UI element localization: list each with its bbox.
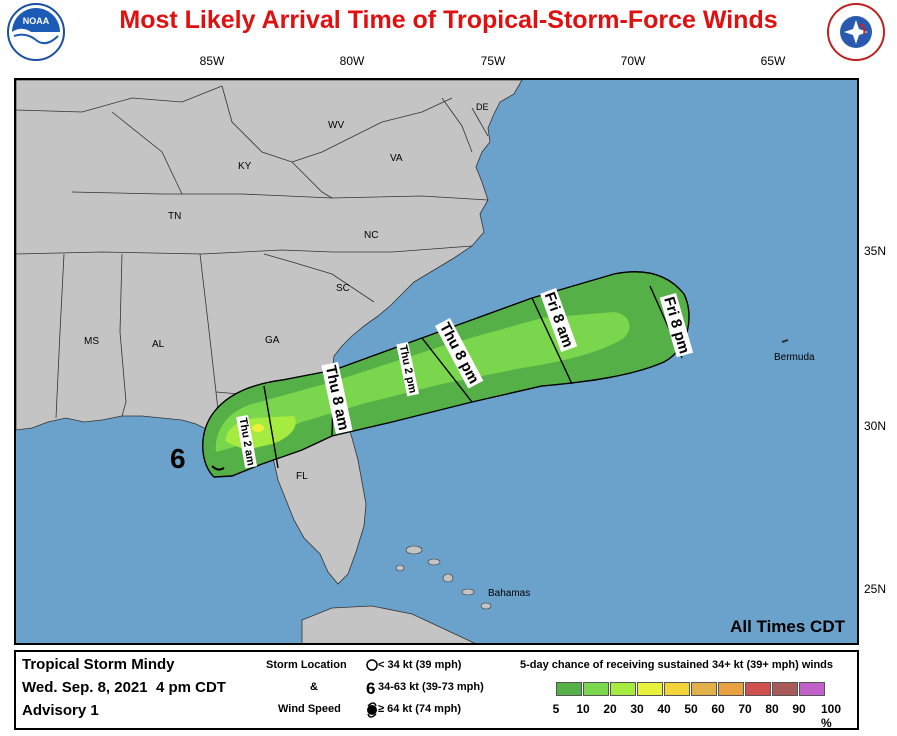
storm-symbol: 6 <box>366 679 375 698</box>
svg-text:NOAA: NOAA <box>23 16 50 26</box>
pct-label-10: 10 <box>576 702 590 716</box>
storm-track-hook <box>211 465 225 471</box>
map-panel: 6 KY WV VA TN NC SC MS AL GA FL DE Bermu… <box>14 78 859 645</box>
state-label-ms: MS <box>84 336 99 347</box>
pct-label-30: 30 <box>630 702 644 716</box>
ampersand-label: & <box>310 681 318 693</box>
pct-label-70: 70 <box>738 702 752 716</box>
swath-10 <box>215 312 630 452</box>
state-label-wv: WV <box>328 120 345 131</box>
legend-panel: Tropical Storm Mindy Wed. Sep. 8, 2021 4… <box>14 650 859 730</box>
lat-label-30n: 30N <box>864 419 887 433</box>
pct-label-40: 40 <box>657 702 671 716</box>
swatch-80-90 <box>772 682 798 696</box>
swatch-50-60 <box>691 682 717 696</box>
wind-speed-label: Wind Speed <box>278 703 341 715</box>
swatch-5-10 <box>556 682 582 696</box>
swatch-30-40 <box>637 682 663 696</box>
storm-symbols-legend: 6 <box>366 659 378 718</box>
legend-entry-storm: 34-63 kt (39-73 mph) <box>378 681 484 693</box>
pct-label-80: 80 <box>765 702 779 716</box>
pct-label-20: 20 <box>603 702 617 716</box>
map-title: Most Likely Arrival Time of Tropical-Sto… <box>119 6 778 34</box>
lat-label-25n: 25N <box>864 582 887 596</box>
place-label-bermuda: Bermuda <box>774 352 815 363</box>
lon-label-65w: 65W <box>760 54 786 68</box>
nws-logo <box>827 3 885 61</box>
bahamas-islands <box>395 545 492 610</box>
tropical-storm-6-symbol: 6 <box>170 443 186 474</box>
pct-label-100: 100 % <box>821 702 842 730</box>
swatch-70-80 <box>745 682 771 696</box>
lon-label-85w: 85W <box>199 54 225 68</box>
state-label-al: AL <box>152 339 165 350</box>
swatch-20-30 <box>610 682 636 696</box>
lon-label-80w: 80W <box>339 54 365 68</box>
swatch-40-50 <box>664 682 690 696</box>
advisory-date: Wed. Sep. 8, 2021 4 pm CDT <box>22 679 226 696</box>
storm-name: Tropical Storm Mindy <box>22 656 175 673</box>
storm-location-label: Storm Location <box>266 659 347 671</box>
chance-title: 5-day chance of receiving sustained 34+ … <box>520 659 833 671</box>
pct-label-60: 60 <box>711 702 725 716</box>
us-land <box>16 80 523 585</box>
bermuda-island <box>781 339 789 343</box>
state-label-ky: KY <box>238 161 252 172</box>
pct-label-5: 5 <box>552 702 560 716</box>
state-label-fl: FL <box>296 471 308 482</box>
swatch-10-20 <box>583 682 609 696</box>
state-label-de: DE <box>476 102 489 112</box>
pct-label-90: 90 <box>792 702 806 716</box>
depression-symbol <box>366 659 378 671</box>
lon-label-75w: 75W <box>480 54 506 68</box>
state-label-tn: TN <box>168 211 182 222</box>
hurricane-symbol <box>367 705 377 715</box>
advisory-number: Advisory 1 <box>22 702 99 719</box>
map-canvas: 6 <box>16 80 857 643</box>
legend-entry-hurricane: ≥ 64 kt (74 mph) <box>378 703 462 715</box>
legend-entry-depression: < 34 kt (39 mph) <box>378 659 462 671</box>
swath-30 <box>252 424 264 432</box>
swatch-90-100 <box>799 682 825 696</box>
place-label-bahamas: Bahamas <box>488 588 531 599</box>
lon-label-70w: 70W <box>620 54 646 68</box>
state-label-va: VA <box>390 153 403 164</box>
state-label-sc: SC <box>336 283 350 294</box>
noaa-logo: NOAA <box>7 3 65 61</box>
state-label-nc: NC <box>364 230 379 241</box>
all-times-label: All Times CDT <box>730 617 845 636</box>
cuba <box>301 605 475 643</box>
lat-label-35n: 35N <box>864 244 887 258</box>
pct-label-50: 50 <box>684 702 698 716</box>
swatch-60-70 <box>718 682 744 696</box>
state-label-ga: GA <box>265 335 280 346</box>
